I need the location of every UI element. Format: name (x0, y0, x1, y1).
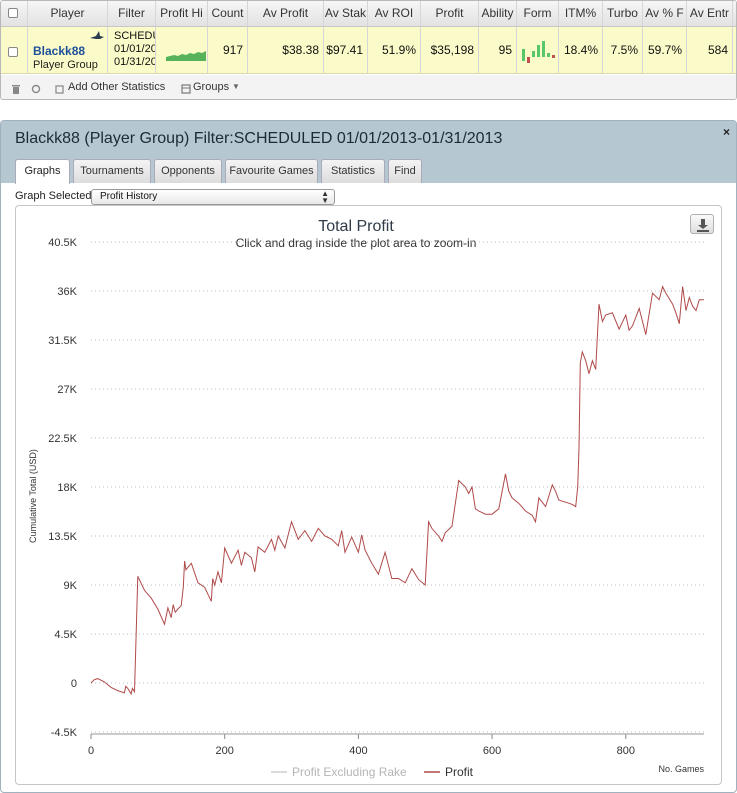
x-axis-ticks: 0 200 400 600 800 (88, 733, 704, 757)
column-header-itm[interactable]: ITM% (559, 1, 603, 26)
player-group-label: Player Group (33, 59, 98, 71)
window-title: Blackk88 (Player Group) Filter:SCHEDULED… (15, 130, 503, 147)
y-tick-label: 40.5K (48, 237, 77, 249)
legend-item-label[interactable]: Profit (445, 765, 474, 779)
column-header-av-stake[interactable]: Av Stak (324, 1, 368, 26)
y-tick-label: 18K (57, 482, 77, 494)
y-tick-label: 0 (71, 678, 77, 690)
chart-gridlines (91, 241, 704, 733)
select-arrows-icon: ▲ ▼ (321, 189, 329, 205)
column-header-player[interactable]: Player (28, 1, 108, 26)
graph-selected-label: Graph Selected: (15, 190, 95, 202)
tab-find[interactable]: Find (388, 159, 422, 183)
filter-line: 01/01/20 (114, 43, 156, 55)
column-header-ability[interactable]: Ability (479, 1, 517, 26)
y-tick-label: 4.5K (54, 629, 77, 641)
form-cell (517, 27, 559, 73)
chevron-down-icon[interactable]: ▼ (232, 82, 240, 91)
y-tick-label: 22.5K (48, 433, 77, 445)
player-cell[interactable]: Blackk88 Player Group (1, 27, 108, 73)
av-roi-cell: 51.9% (368, 27, 421, 73)
profit-history-sparkline-cell[interactable] (156, 27, 208, 73)
download-icon (697, 219, 709, 232)
x-tick-label: 600 (483, 745, 501, 757)
trash-icon[interactable] (11, 84, 21, 94)
filter-cell: SCHEDU 01/01/20 01/31/20 (108, 27, 156, 73)
close-icon[interactable]: × (722, 125, 730, 139)
table-row[interactable]: Blackk88 Player Group SCHEDU 01/01/20 01… (1, 27, 736, 74)
select-all-checkbox[interactable] (8, 8, 18, 18)
profit-chart[interactable]: Total Profit Click and drag inside the p… (16, 206, 721, 784)
row-select-cell (1, 27, 28, 73)
legend-item-label[interactable]: Profit Excluding Rake (292, 765, 407, 779)
itm-cell: 18.4% (559, 27, 603, 73)
chart-legend[interactable]: Profit Excluding Rake Profit (271, 765, 474, 779)
av-stake-cell: $97.41 (324, 27, 368, 73)
tab-graphs[interactable]: Graphs (15, 159, 70, 184)
chart-container[interactable]: Total Profit Click and drag inside the p… (15, 205, 722, 785)
turbo-cell: 7.5% (603, 27, 643, 73)
chart-subtitle: Click and drag inside the plot area to z… (236, 236, 477, 250)
add-other-statistics-button[interactable]: Add Other Statistics (68, 81, 166, 93)
filter-line: 01/31/20 (114, 56, 156, 68)
count-cell: 917 (208, 27, 248, 73)
column-header-av-pct-field[interactable]: Av % F (643, 1, 687, 26)
graph-select-dropdown[interactable]: Profit History ▲ ▼ (91, 189, 335, 205)
shark-icon (90, 31, 104, 39)
y-tick-label: 9K (64, 580, 78, 592)
av-pct-field-cell: 59.7% (643, 27, 687, 73)
av-entrants-cell: 584 (687, 27, 733, 73)
x-tick-label: 200 (216, 745, 234, 757)
grid-toolbar: Add Other Statistics Groups ▼ (1, 75, 736, 99)
grid-header: Player Filter Profit Hi Count Av Profit … (1, 1, 736, 27)
column-header-profit[interactable]: Profit (421, 1, 479, 26)
y-tick-label: 36K (57, 286, 77, 298)
graph-select-value: Profit History (100, 191, 158, 202)
column-header-profit-history[interactable]: Profit Hi (156, 1, 208, 26)
tab-opponents[interactable]: Opponents (154, 159, 222, 183)
refresh-icon[interactable] (31, 84, 41, 94)
download-chart-button[interactable] (690, 214, 714, 234)
column-header-turbo[interactable]: Turbo (603, 1, 643, 26)
stats-grid-panel: Player Filter Profit Hi Count Av Profit … (0, 0, 737, 100)
groups-icon (181, 84, 191, 94)
filter-line: SCHEDU (114, 30, 156, 42)
column-header-count[interactable]: Count (208, 1, 248, 26)
column-header-filter[interactable]: Filter (108, 1, 156, 26)
y-tick-label: -4.5K (51, 727, 78, 739)
tab-favourite-games[interactable]: Favourite Games (225, 159, 318, 183)
x-axis-label: No. Games (658, 764, 704, 774)
row-checkbox[interactable] (8, 47, 18, 57)
add-stats-icon (55, 85, 64, 94)
groups-dropdown[interactable]: Groups (193, 81, 230, 93)
x-tick-label: 800 (617, 745, 635, 757)
select-all-cell (1, 1, 28, 26)
column-header-av-profit[interactable]: Av Profit (248, 1, 324, 26)
profit-cell: $35,198 (421, 27, 479, 73)
player-name-link[interactable]: Blackk88 (33, 44, 86, 58)
av-profit-cell: $38.38 (248, 27, 324, 73)
y-tick-label: 31.5K (48, 335, 77, 347)
chart-series (90, 285, 704, 696)
y-tick-label: 27K (57, 384, 77, 396)
column-header-form[interactable]: Form (517, 1, 559, 26)
series-line-1 (90, 285, 704, 696)
x-tick-label: 400 (349, 745, 367, 757)
y-tick-label: 13.5K (48, 531, 77, 543)
y-axis-label: Cumulative Total (USD) (28, 449, 38, 543)
ability-cell: 95 (479, 27, 517, 73)
profit-sparkline (166, 51, 206, 61)
column-header-av-entrants[interactable]: Av Entr (687, 1, 733, 26)
column-header-av-roi[interactable]: Av ROI (368, 1, 421, 26)
tab-tournaments[interactable]: Tournaments (73, 159, 151, 183)
y-axis-ticks: -4.5K 0 4.5K 9K 13.5K 18K 22.5K 27K 31.5K 36K 40.5… (48, 237, 77, 739)
chart-title: Total Profit (318, 218, 394, 235)
tab-statistics[interactable]: Statistics (321, 159, 385, 183)
form-bars (522, 41, 555, 63)
window-title-bar: Blackk88 (Player Group) Filter:SCHEDULED… (1, 121, 736, 184)
player-window: Blackk88 (Player Group) Filter:SCHEDULED… (0, 120, 737, 793)
x-tick-label: 0 (88, 745, 94, 757)
